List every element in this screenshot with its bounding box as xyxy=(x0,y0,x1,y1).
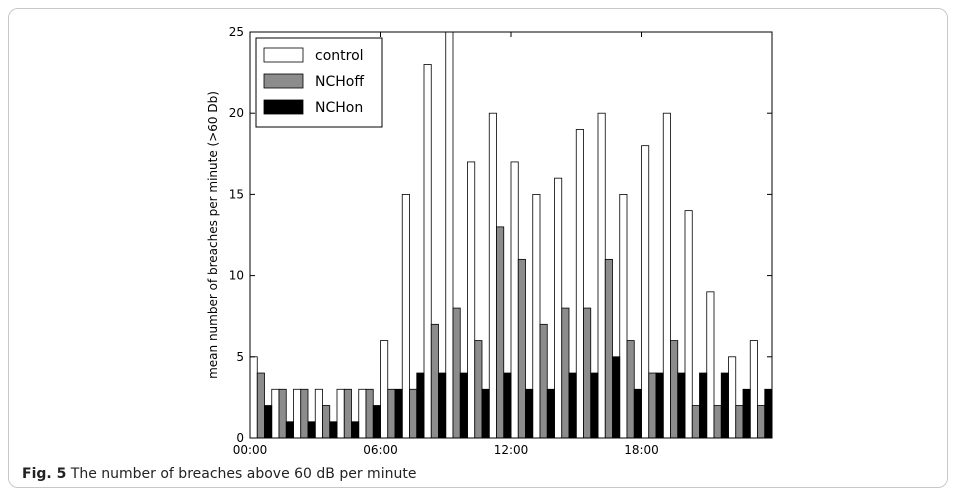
y-tick-label: 25 xyxy=(229,25,244,39)
bar-nchon-18 xyxy=(655,372,664,438)
bar-nchon-4 xyxy=(351,421,360,438)
bar-control-6 xyxy=(380,340,389,438)
bar-control-21 xyxy=(706,291,715,438)
y-tick-label: 0 xyxy=(236,431,244,445)
bar-nchon-16 xyxy=(612,356,621,438)
bar-control-10 xyxy=(467,161,476,438)
bar-nchon-7 xyxy=(416,372,425,438)
bar-nchoff-8 xyxy=(430,323,439,438)
bar-control-0 xyxy=(250,356,258,438)
bar-nchoff-12 xyxy=(517,258,526,438)
bar-nchon-5 xyxy=(372,405,381,438)
bar-nchoff-6 xyxy=(387,388,396,438)
figure-caption: Fig. 5 The number of breaches above 60 d… xyxy=(22,466,416,482)
bar-control-2 xyxy=(293,388,302,438)
bar-control-16 xyxy=(597,112,606,438)
y-axis-label: mean number of breaches per minute (>60 … xyxy=(206,91,220,379)
bar-nchon-11 xyxy=(503,372,512,438)
bar-nchon-17 xyxy=(633,388,642,438)
bar-control-15 xyxy=(575,129,584,438)
legend-label-nchon: NCHon xyxy=(315,100,363,116)
x-tick-label: 12:00 xyxy=(494,443,529,457)
y-tick-label: 10 xyxy=(229,269,244,283)
bar-control-18 xyxy=(641,145,650,438)
bar-nchoff-1 xyxy=(278,388,287,438)
bar-nchon-3 xyxy=(329,421,338,438)
bar-nchoff-23 xyxy=(757,405,766,438)
bar-control-20 xyxy=(684,210,693,438)
bar-nchon-12 xyxy=(525,388,534,438)
bar-nchon-2 xyxy=(307,421,316,438)
legend-label-nchoff: NCHoff xyxy=(315,74,364,90)
bar-nchoff-7 xyxy=(409,388,418,438)
bar-control-9 xyxy=(445,32,454,438)
bar-control-14 xyxy=(554,177,563,438)
bar-nchon-14 xyxy=(568,372,577,438)
bar-nchoff-11 xyxy=(496,226,505,438)
bar-nchoff-9 xyxy=(452,307,461,438)
y-tick-label: 5 xyxy=(236,350,244,364)
bar-nchoff-14 xyxy=(561,307,570,438)
bar-nchon-10 xyxy=(481,388,490,438)
bar-nchoff-19 xyxy=(670,340,679,438)
bar-nchon-21 xyxy=(720,372,729,438)
bar-control-7 xyxy=(401,193,410,438)
bar-nchoff-13 xyxy=(539,323,548,438)
bar-control-4 xyxy=(336,388,345,438)
bar-nchon-22 xyxy=(742,388,751,438)
bar-nchoff-2 xyxy=(300,388,309,438)
figure-caption-text: The number of breaches above 60 dB per m… xyxy=(70,466,417,482)
bar-nchon-1 xyxy=(285,421,294,438)
x-tick-label: 00:00 xyxy=(233,443,268,457)
y-tick-label: 20 xyxy=(229,106,244,120)
bar-nchon-8 xyxy=(438,372,447,438)
bar-nchoff-21 xyxy=(713,405,722,438)
bar-nchoff-3 xyxy=(322,405,331,438)
legend-swatch-nchon xyxy=(263,99,304,115)
bar-control-23 xyxy=(749,340,758,438)
bar-nchon-23 xyxy=(764,388,772,438)
bar-nchon-13 xyxy=(546,388,555,438)
x-tick-label: 18:00 xyxy=(624,443,659,457)
bar-nchon-9 xyxy=(459,372,468,438)
bar-control-13 xyxy=(532,193,541,438)
bar-nchoff-0 xyxy=(256,372,265,438)
bar-nchoff-17 xyxy=(626,340,635,438)
bar-control-3 xyxy=(314,388,323,438)
legend-label-control: control xyxy=(315,48,364,64)
bar-control-12 xyxy=(510,161,519,438)
bar-nchoff-10 xyxy=(474,340,483,438)
bar-nchoff-15 xyxy=(583,307,592,438)
bar-nchoff-18 xyxy=(648,372,657,438)
bar-nchoff-16 xyxy=(604,258,613,438)
bar-nchoff-20 xyxy=(691,405,700,438)
bar-nchon-6 xyxy=(394,388,403,438)
y-tick-label: 15 xyxy=(229,187,244,201)
bar-control-17 xyxy=(619,193,628,438)
bar-nchon-0 xyxy=(264,405,273,438)
legend-swatch-control xyxy=(263,47,304,63)
bar-control-1 xyxy=(271,388,280,438)
bar-nchoff-4 xyxy=(343,388,352,438)
bar-control-5 xyxy=(358,388,367,438)
bar-nchoff-22 xyxy=(735,405,744,438)
legend-swatch-nchoff xyxy=(263,73,304,89)
bar-control-8 xyxy=(423,64,432,438)
bar-control-22 xyxy=(728,356,737,438)
bar-control-11 xyxy=(488,112,497,438)
bar-nchoff-5 xyxy=(365,388,374,438)
bar-nchon-19 xyxy=(677,372,686,438)
figure-label: Fig. 5 xyxy=(22,466,67,482)
figure-frame xyxy=(8,8,948,488)
x-tick-label: 06:00 xyxy=(363,443,398,457)
bar-nchon-15 xyxy=(590,372,599,438)
bar-control-19 xyxy=(662,112,671,438)
bar-nchon-20 xyxy=(699,372,708,438)
